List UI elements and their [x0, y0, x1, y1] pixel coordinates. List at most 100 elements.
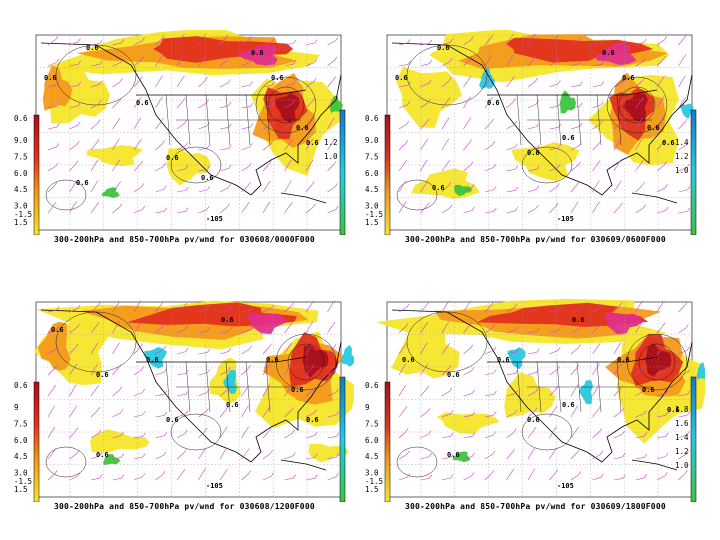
left-color-scale	[384, 381, 391, 502]
wind-barb-shaft	[176, 328, 186, 334]
pv-shading-pv_darkred	[302, 344, 329, 378]
wind-barb	[463, 367, 475, 376]
wind-barb-shaft	[570, 106, 580, 109]
wind-barb-flag	[597, 160, 601, 164]
wind-barb	[592, 60, 605, 67]
wind-barb	[133, 56, 144, 67]
wind-barb-shaft	[420, 346, 426, 355]
wind-barb	[305, 203, 316, 214]
wind-barb	[549, 80, 561, 88]
pv-shading-pv_yellow	[86, 145, 144, 167]
left-scale-top-label: 0.6	[365, 381, 379, 390]
wind-barb	[592, 101, 604, 109]
wind-barb-shaft	[527, 81, 536, 88]
wind-barb-flag	[661, 117, 665, 122]
wind-barb-flag	[185, 164, 189, 169]
wind-barb	[549, 346, 561, 355]
contour-label: 0.6	[166, 416, 179, 424]
left-scale-tick: 3.0	[365, 202, 379, 211]
wind-barb	[656, 300, 665, 313]
wind-barb	[506, 468, 515, 481]
contour-value-label: -105	[557, 482, 574, 490]
wind-barb-shaft	[635, 325, 641, 334]
wind-barb-flag	[447, 160, 450, 164]
wind-barb	[112, 181, 121, 193]
wind-barb-flag	[52, 405, 56, 410]
wind-barb-flag	[663, 161, 667, 166]
wind-barb	[133, 411, 146, 418]
wind-barb-shaft	[47, 473, 55, 481]
wind-barb	[398, 140, 409, 151]
wind-barb	[198, 165, 211, 172]
wind-barb	[69, 201, 77, 214]
wind-barb-shaft	[463, 39, 472, 46]
pv-shading-pv_yellow	[89, 429, 150, 453]
wind-barb-shaft	[133, 436, 143, 439]
wind-barb-flag	[55, 162, 59, 167]
wind-barb	[635, 432, 648, 439]
pv-shading-pv_magenta	[236, 45, 278, 65]
wind-barb-shaft	[327, 164, 334, 172]
wind-barb	[47, 58, 60, 67]
wind-barb-shaft	[484, 350, 494, 355]
wind-barb	[284, 99, 296, 109]
wind-barb	[506, 98, 516, 109]
wind-barb	[398, 60, 411, 67]
left-scale-tick: 9	[14, 403, 19, 412]
wind-barb	[506, 348, 519, 355]
wind-barb	[284, 139, 293, 151]
wind-barb-flag	[598, 323, 602, 327]
wind-barb-shaft	[484, 394, 494, 397]
wind-barb	[327, 321, 336, 334]
wind-barb	[241, 143, 253, 151]
wind-barb-flag	[270, 121, 274, 126]
wind-barb-shaft	[463, 475, 472, 481]
state-line	[165, 94, 171, 146]
wind-barb-flag	[138, 300, 142, 305]
wind-barb-shaft	[133, 60, 142, 67]
wind-barb-flag	[314, 474, 318, 479]
wind-barb	[484, 96, 493, 109]
wind-barb	[327, 183, 338, 193]
wind-barb-shaft	[441, 100, 448, 109]
wind-barb	[69, 472, 81, 481]
wind-barb	[463, 75, 472, 88]
contour-label: 0.6	[562, 401, 575, 409]
wind-barb-shaft	[112, 121, 118, 130]
wind-barb	[613, 138, 622, 151]
wind-barb-flag	[554, 405, 558, 410]
wind-barb	[241, 326, 253, 334]
wind-barb-flag	[163, 185, 167, 190]
wind-barb	[463, 389, 475, 397]
wind-barb-flag	[205, 99, 209, 104]
wind-barb-flag	[493, 431, 497, 436]
wind-barb-shaft	[635, 457, 645, 460]
wind-barb	[90, 322, 100, 334]
wind-barb-shaft	[441, 304, 447, 313]
wind-barb	[69, 60, 82, 67]
wind-barb	[420, 138, 429, 151]
wind-barb-flag	[269, 140, 273, 145]
wind-barb	[549, 306, 562, 313]
wind-barb	[284, 385, 293, 397]
wind-barb-flag	[206, 122, 210, 127]
wind-barb-shaft	[592, 306, 601, 313]
wind-barb-flag	[292, 452, 296, 457]
wind-barb-shaft	[678, 305, 685, 313]
wind-barb-shaft	[155, 371, 165, 376]
wind-barb-flag	[117, 300, 121, 305]
wind-barb	[613, 59, 626, 67]
pv-shading-low_green	[103, 454, 121, 466]
wind-barb	[463, 322, 472, 334]
wind-barb-flag	[227, 367, 231, 372]
wind-barb-flag	[556, 57, 560, 62]
contour-value-label: -105	[206, 215, 223, 223]
wind-barb-shaft	[463, 79, 469, 88]
wind-barb-flag	[271, 81, 275, 86]
wind-barb	[133, 321, 142, 334]
wind-barb-flag	[246, 448, 250, 453]
wind-barb-shaft	[570, 367, 577, 376]
wind-barb-flag	[267, 363, 271, 368]
wind-barb-flag	[446, 138, 450, 143]
wind-barb	[678, 369, 690, 376]
